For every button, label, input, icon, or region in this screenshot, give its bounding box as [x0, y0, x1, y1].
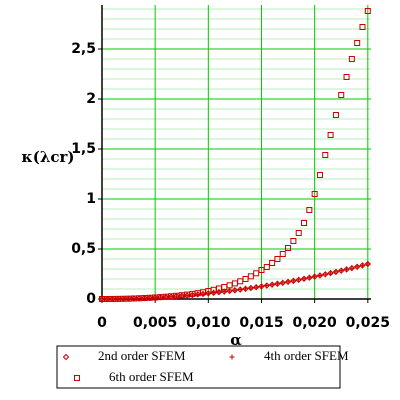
- plus-marker: [131, 296, 137, 301]
- x-axis-label: α: [230, 331, 242, 349]
- x-tick-label: 0: [97, 315, 107, 331]
- plus-marker: [290, 278, 296, 284]
- square-marker: [231, 280, 238, 287]
- plus-marker: [147, 295, 153, 301]
- plus-marker: [333, 269, 339, 275]
- x-tick-label: 0,020: [292, 315, 337, 331]
- square-marker: [263, 264, 270, 270]
- plus-marker: [296, 277, 302, 283]
- legend-label: 6th order SFEM: [109, 369, 194, 384]
- square-marker: [295, 230, 302, 236]
- square-marker: [279, 251, 286, 257]
- plus-marker: [301, 276, 307, 282]
- plus-marker: [258, 283, 264, 289]
- square-marker: [290, 238, 297, 244]
- square-marker: [237, 278, 244, 285]
- plus-marker: [142, 295, 148, 301]
- plus-marker: [264, 283, 270, 289]
- square-marker: [348, 56, 355, 62]
- plus-marker: [126, 296, 132, 302]
- x-tick-label: 0,025: [346, 315, 390, 331]
- square-marker: [274, 256, 281, 262]
- square-marker: [226, 282, 233, 289]
- x-tick-label: 0,005: [133, 315, 177, 331]
- plus-marker: [248, 285, 254, 291]
- square-marker: [354, 40, 361, 46]
- y-tick-label: 0,5: [71, 241, 96, 257]
- square-marker: [301, 220, 308, 226]
- plus-marker: [365, 261, 371, 267]
- plus-marker: [274, 281, 280, 287]
- square-marker: [74, 375, 80, 381]
- legend-label: 4th order SFEM: [264, 348, 349, 363]
- plus-marker: [359, 262, 365, 268]
- plus-marker: [312, 274, 318, 280]
- plus-marker: [317, 272, 323, 278]
- y-tick-label: 1,5: [71, 141, 96, 157]
- plus-marker: [163, 294, 169, 300]
- plus-marker: [211, 290, 217, 296]
- legend-box: [56, 345, 341, 389]
- square-marker: [253, 270, 260, 277]
- square-marker: [327, 132, 334, 138]
- diamond-marker: [62, 353, 70, 361]
- x-tick-label: 0,015: [239, 315, 283, 331]
- plus-marker: [120, 296, 126, 302]
- plus-marker: [338, 268, 344, 274]
- plus-marker: [152, 295, 158, 301]
- x-tick-label: 0,010: [186, 315, 231, 331]
- plus-marker: [237, 287, 243, 293]
- square-marker: [332, 112, 339, 118]
- plus-marker: [285, 279, 291, 285]
- square-marker: [285, 245, 292, 251]
- plus-marker: [328, 270, 334, 276]
- plus-marker: [269, 282, 275, 288]
- plus-marker: [216, 289, 222, 295]
- plus-marker: [344, 266, 350, 272]
- plus-marker: [306, 275, 312, 281]
- square-marker: [269, 260, 276, 266]
- plus-marker: [200, 291, 206, 297]
- square-marker: [343, 74, 350, 80]
- plus-marker: [232, 287, 238, 293]
- y-axis-label: κ(λcr): [22, 148, 75, 166]
- y-tick-label: 2: [86, 91, 96, 107]
- plus-marker: [99, 296, 105, 302]
- plus-marker: [243, 286, 249, 292]
- plus-marker: [349, 265, 355, 271]
- square-marker: [311, 191, 318, 197]
- square-marker: [306, 207, 313, 213]
- square-marker: [316, 172, 323, 178]
- square-marker: [322, 152, 329, 158]
- plus-marker: [229, 354, 235, 360]
- plus-marker: [253, 284, 259, 290]
- plus-marker: [354, 264, 360, 270]
- legend-label: 2nd order SFEM: [98, 348, 186, 363]
- y-tick-label: 2,5: [71, 41, 96, 57]
- plus-marker: [136, 295, 142, 301]
- plus-marker: [115, 296, 121, 302]
- plus-marker: [280, 280, 286, 286]
- y-tick-label: 1: [86, 191, 96, 207]
- plus-marker: [157, 294, 163, 300]
- plus-marker: [195, 291, 201, 297]
- square-marker: [338, 92, 345, 98]
- square-marker: [359, 24, 366, 30]
- plus-marker: [322, 271, 328, 277]
- plus-marker: [104, 296, 110, 302]
- square-marker: [247, 273, 254, 280]
- square-marker: [364, 8, 371, 14]
- y-tick-label: 0: [86, 291, 96, 307]
- plus-marker: [110, 296, 116, 302]
- plus-marker: [227, 288, 233, 294]
